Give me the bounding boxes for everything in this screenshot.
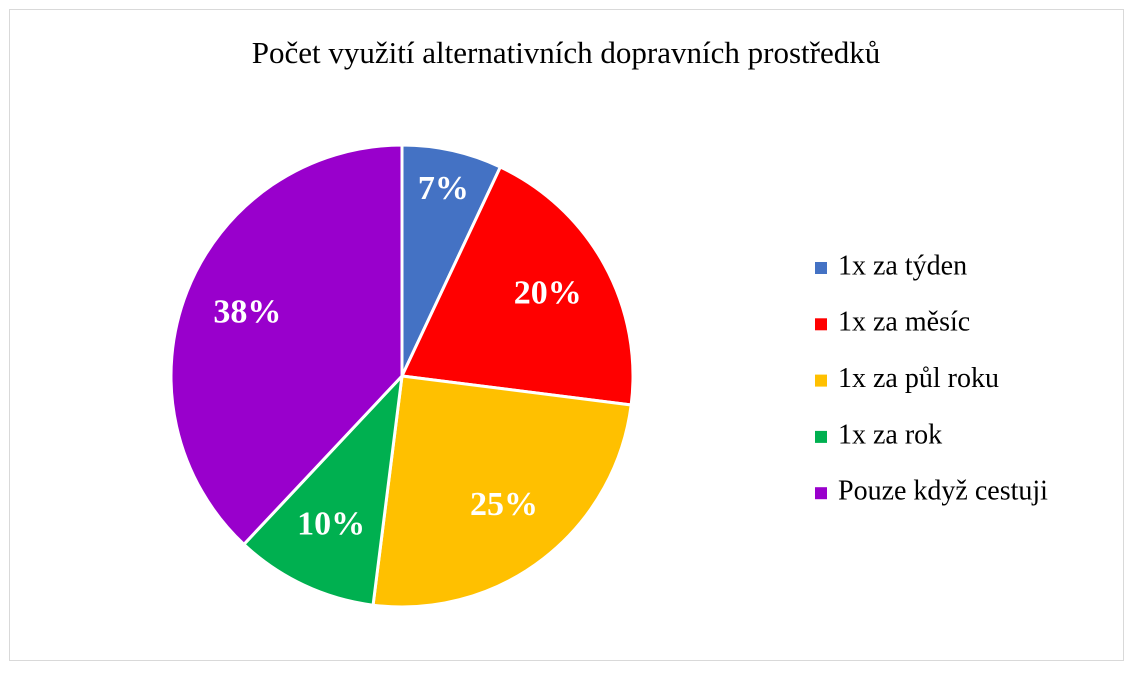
pie-slice — [400, 143, 503, 377]
legend-swatch — [815, 430, 827, 443]
legend-label: 1x za půl roku — [838, 363, 999, 394]
data-label: 10% — [297, 505, 365, 542]
pie-slice — [241, 371, 405, 607]
legend-swatch — [815, 487, 827, 500]
legend-label: 1x za rok — [838, 419, 942, 450]
pie-slice — [169, 143, 404, 547]
chart-title: Počet využití alternativních dopravních … — [252, 35, 880, 70]
data-label: 25% — [470, 486, 538, 523]
data-label: 20% — [514, 275, 582, 312]
legend-label: 1x za týden — [838, 250, 967, 281]
legend-swatch — [815, 374, 827, 387]
legend-swatch — [815, 262, 827, 274]
legend-label: 1x za měsíc — [838, 307, 970, 338]
pie-slice — [399, 164, 635, 407]
data-label: 38% — [213, 294, 281, 331]
pie-slice — [371, 374, 633, 609]
legend-label: Pouze když cestuji — [838, 476, 1048, 507]
data-label: 7% — [418, 170, 469, 207]
legend-swatch — [815, 318, 827, 331]
